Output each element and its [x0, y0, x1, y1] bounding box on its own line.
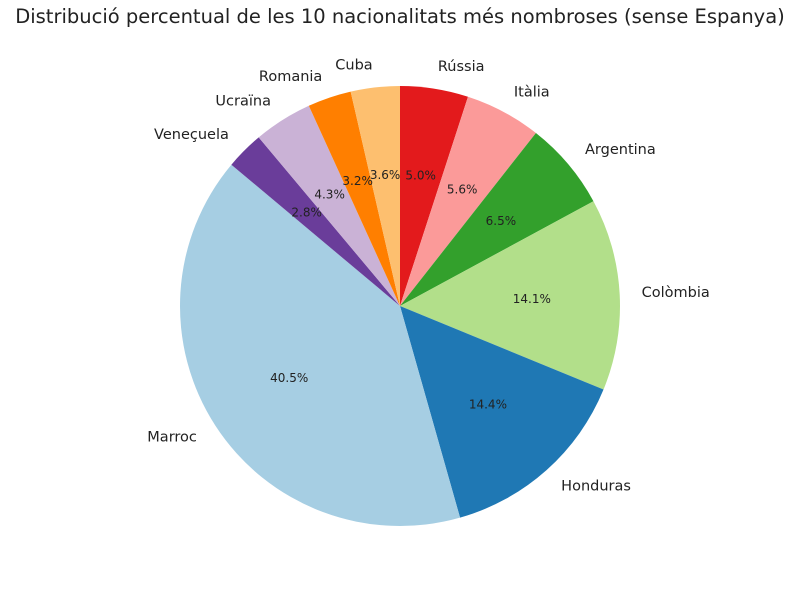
slice-label-marroc: Marroc [147, 430, 197, 446]
pie-slice-italia [400, 96, 536, 306]
slice-pct-russia: 5.0% [405, 169, 436, 183]
percentage-labels: 5.0% 5.6% 6.5% 14.1% 14.4% 40.5% 2.8% 4.3%3.2%3… [270, 168, 551, 412]
slice-pct-cuba: 3.6% [370, 168, 401, 182]
pie-slice-honduras [400, 306, 604, 518]
category-labels: Rússia Itàlia Argentina Colòmbia Honduras Mar… [147, 58, 709, 495]
pie-slice-ucraina [258, 105, 400, 306]
slice-label-venecuela: Veneçuela [154, 127, 229, 143]
pie-slice-cuba [350, 86, 400, 306]
slice-pct-ucraina: 4.3% [314, 187, 345, 201]
slice-label-honduras: Honduras [561, 479, 631, 495]
pie-slice-colombia [400, 201, 620, 390]
slice-label-argentina: Argentina [585, 142, 656, 158]
slice-label-colombia: Colòmbia [642, 285, 710, 301]
chart-title: Distribució percentual de les 10 naciona… [15, 5, 785, 28]
slice-label-cuba: Cuba [335, 58, 372, 74]
slice-pct-colombia: 14.1% [513, 292, 551, 306]
slice-pct-romania: 3.2% [342, 174, 373, 188]
pie-slice-marroc [180, 164, 461, 527]
slice-label-ucraina: Ucraïna [215, 93, 271, 109]
slice-label-russia: Rússia [438, 59, 485, 75]
pie-slices [180, 86, 620, 527]
slice-label-romania: Romania [259, 69, 322, 85]
pie-slice-argentina [400, 133, 594, 306]
pie-slice-venecuela [231, 137, 400, 306]
slice-label-italia: Itàlia [514, 84, 550, 100]
slice-pct-marroc: 40.5% [270, 371, 308, 385]
pie-slice-russia [400, 86, 468, 306]
pie-slice-romania [308, 91, 400, 306]
slice-pct-argentina: 6.5% [486, 214, 517, 228]
slice-pct-venecuela: 2.8% [291, 206, 322, 220]
slice-pct-italia: 5.6% [447, 183, 478, 197]
slice-pct-honduras: 14.4% [469, 397, 507, 411]
